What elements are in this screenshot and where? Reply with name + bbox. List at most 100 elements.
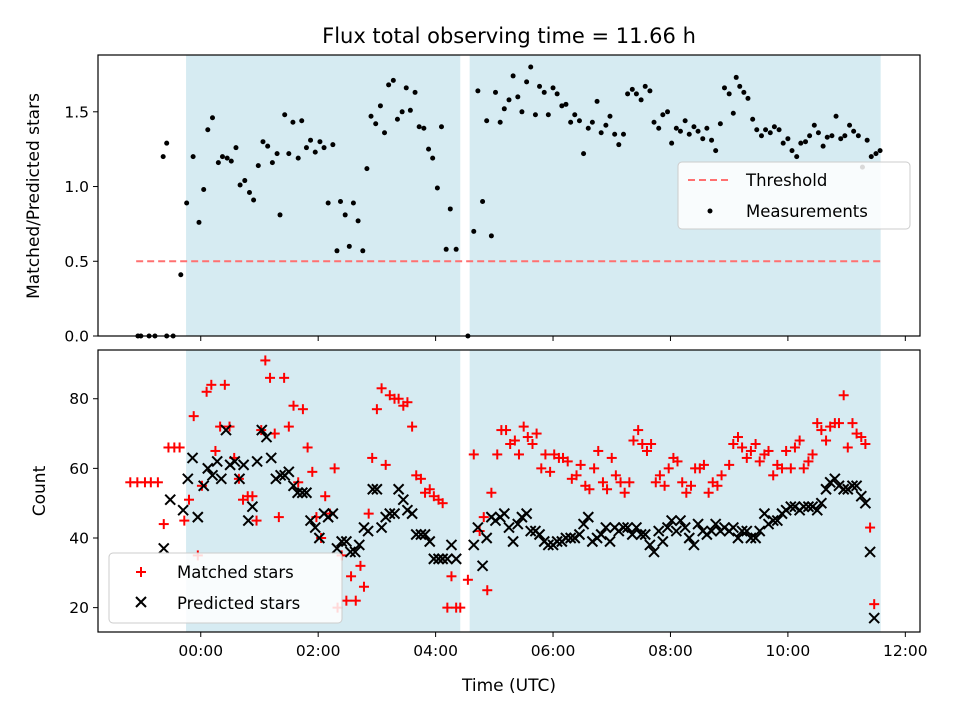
predicted-marker-b — [560, 532, 572, 544]
y-tick-label: 40 — [69, 530, 89, 548]
matched-star-point — [562, 456, 573, 467]
y-tick-label: 0.0 — [64, 328, 89, 346]
predicted-marker-b — [705, 525, 718, 537]
measurement-point — [709, 137, 715, 143]
predicted-marker-b — [445, 539, 458, 551]
predicted-marker-b — [802, 500, 815, 513]
legend-measurements-swatch — [707, 208, 713, 214]
measurement-point — [829, 133, 835, 139]
matched-star-point — [478, 512, 489, 523]
lower-y-ticks: 20 40 60 80 — [69, 390, 98, 617]
x-tick-label: 06:00 — [531, 642, 576, 660]
upper-y-axis-label: Matched/Predicted stars — [24, 93, 44, 299]
measurement-point — [497, 119, 503, 125]
predicted-marker-b — [251, 455, 263, 468]
predicted-marker-b — [850, 480, 863, 492]
predicted-marker-b — [745, 532, 757, 544]
matched-star-point — [341, 595, 352, 606]
predicted-star-point — [582, 511, 594, 523]
measurement-point — [660, 112, 666, 118]
predicted-star-point — [577, 518, 590, 530]
predicted-marker-b — [186, 452, 199, 464]
predicted-star-point — [432, 553, 445, 565]
predicted-star-point — [758, 507, 771, 520]
measurement-point — [471, 228, 477, 234]
x-tick-label: 04:00 — [413, 642, 458, 660]
predicted-marker-b — [859, 497, 872, 509]
matched-star-point — [641, 445, 652, 456]
matched-star-point — [763, 445, 774, 456]
measurement-point — [484, 118, 490, 124]
predicted-star-point — [164, 493, 176, 506]
measurement-point — [824, 134, 830, 140]
measurement-point — [873, 151, 879, 157]
measurement-point — [625, 91, 631, 97]
predicted-marker-b — [630, 521, 643, 534]
matched-star-point — [637, 439, 648, 449]
predicted-marker-b — [371, 483, 383, 495]
measurement-point — [282, 112, 288, 118]
predicted-marker-b — [635, 528, 647, 541]
measurement-point — [286, 151, 292, 157]
predicted-star-point — [340, 535, 353, 548]
matched-star-point — [346, 571, 357, 582]
measurement-point — [228, 158, 234, 164]
predicted-marker-b — [503, 521, 515, 534]
predicted-marker-b — [749, 532, 762, 544]
predicted-star-point — [837, 483, 850, 495]
measurement-point — [780, 140, 786, 146]
measurement-point — [201, 187, 207, 193]
matched-star-point — [794, 435, 805, 446]
predicted-marker-b — [604, 535, 616, 548]
predicted-marker-b — [215, 473, 228, 485]
predicted-star-point — [741, 525, 753, 537]
predicted-star-point — [436, 553, 449, 565]
predicted-star-point — [661, 521, 674, 534]
measurement-point — [607, 113, 613, 119]
predicted-star-point — [211, 455, 223, 468]
matched-star-point — [646, 439, 657, 449]
predicted-star-point — [309, 521, 321, 534]
predicted-star-point — [745, 532, 757, 544]
measurement-point — [308, 137, 314, 143]
matched-star-point — [376, 383, 387, 394]
measurement-point — [219, 154, 225, 160]
measurement-point — [776, 127, 782, 133]
matched-star-point — [158, 519, 169, 530]
predicted-marker-b — [472, 521, 484, 534]
predicted-star-point — [441, 553, 454, 565]
measurement-point — [438, 124, 444, 130]
measurement-point — [616, 142, 622, 148]
predicted-star-point — [533, 528, 546, 541]
predicted-star-point — [617, 521, 630, 534]
predicted-star-point — [665, 514, 678, 527]
predicted-marker-b — [758, 507, 771, 520]
predicted-star-point — [445, 539, 458, 551]
matched-star-point — [273, 512, 284, 523]
x-axis-label: Time (UTC) — [461, 676, 556, 696]
measurement-point — [721, 85, 727, 91]
predicted-star-point — [621, 521, 634, 534]
matched-star-point — [206, 379, 217, 390]
predicted-marker-b — [846, 480, 859, 492]
matched-star-point — [571, 470, 582, 481]
matched-star-point — [785, 463, 796, 474]
legend-predicted-label: Predicted stars — [177, 594, 300, 613]
matched-star-point — [712, 480, 723, 491]
predicted-marker-b — [158, 542, 170, 555]
predicted-marker-b — [424, 535, 436, 548]
measurement-point — [224, 155, 230, 161]
predicted-star-point — [242, 514, 255, 527]
predicted-star-point — [375, 521, 388, 534]
matched-star-point — [283, 421, 294, 432]
predicted-marker-b — [441, 553, 454, 565]
measurement-point — [758, 133, 764, 139]
predicted-star-point — [331, 542, 343, 555]
measurement-point — [233, 145, 239, 151]
predicted-star-point — [595, 528, 607, 541]
measurement-point — [510, 73, 516, 79]
matched-star-point — [468, 449, 479, 460]
predicted-marker-b — [164, 493, 176, 506]
measurement-point — [563, 101, 569, 107]
predicted-marker-b — [507, 535, 519, 548]
